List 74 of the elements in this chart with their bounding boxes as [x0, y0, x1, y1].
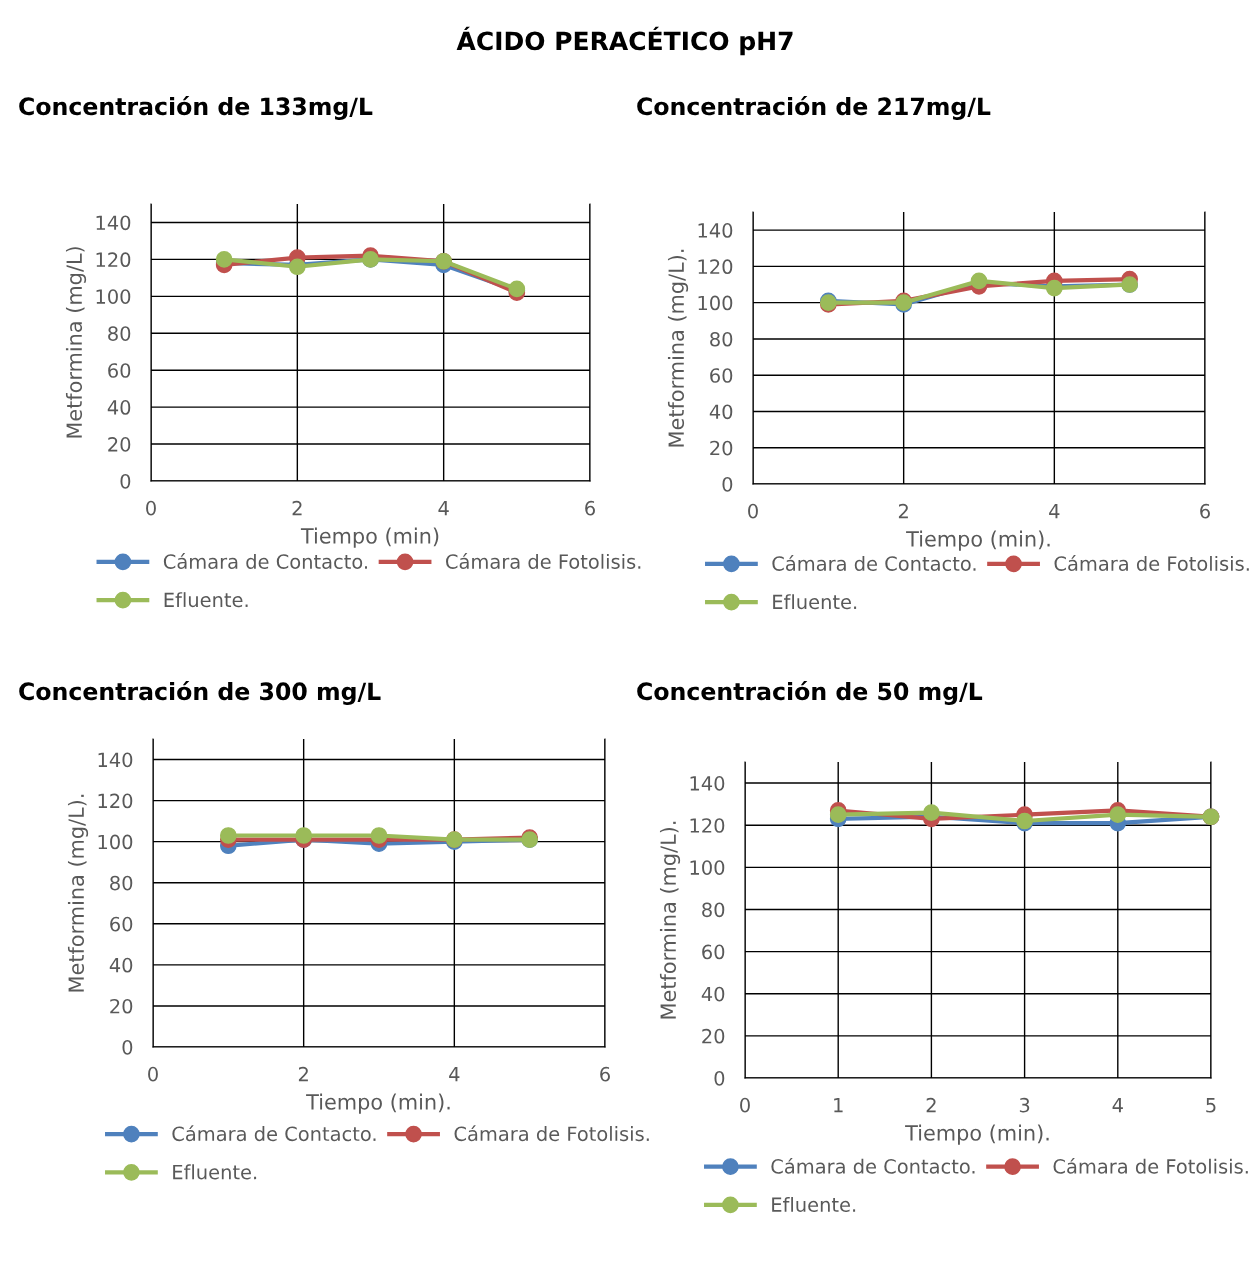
y-tick-label: 40 — [709, 404, 733, 420]
legend-label: Efluente. — [773, 594, 857, 610]
y-tick-label: 60 — [108, 363, 131, 378]
y-tick-label: 140 — [690, 776, 725, 791]
x-tick-label: 0 — [740, 1097, 750, 1113]
x-tick-label: 2 — [292, 500, 302, 516]
y-tick-label: 80 — [710, 331, 733, 347]
legend-label: Efluente. — [164, 592, 248, 608]
x-axis-title: Tiempo (min). — [905, 1124, 1049, 1145]
y-tick-label: 100 — [96, 289, 131, 304]
legend-label: Cámara de Contacto. — [772, 555, 976, 571]
chart-title: Concentración de 217mg/L — [637, 96, 991, 120]
y-tick-label: 20 — [110, 998, 133, 1014]
y-tick-label: 0 — [122, 1039, 133, 1055]
y-tick-label: 120 — [96, 252, 131, 268]
x-tick-label: 2 — [926, 1097, 936, 1113]
legend-label: Cámara de Fotolisis. — [446, 553, 641, 569]
x-tick-label: 1 — [834, 1098, 843, 1113]
y-tick-label: 80 — [110, 875, 133, 891]
chart-title: Concentración de 50 mg/L — [637, 681, 983, 705]
x-tick-label: 5 — [1206, 1098, 1216, 1113]
x-tick-label: 2 — [298, 1066, 308, 1082]
x-tick-label: 6 — [585, 500, 595, 516]
y-axis-title: Metformina (mg/L) — [65, 247, 87, 438]
legend-label: Cámara de Fotolisis. — [1054, 555, 1249, 571]
y-tick-label: 40 — [109, 957, 133, 973]
y-tick-label: 20 — [108, 437, 131, 452]
x-axis-title: Tiempo (min) — [300, 527, 439, 548]
x-axis-title: Tiempo (min). — [906, 530, 1050, 551]
x-tick-label: 3 — [1019, 1097, 1030, 1113]
legend-label: Cámara de Contacto. — [163, 553, 367, 569]
legend-label: Cámara de Fotolisis. — [454, 1125, 649, 1142]
x-tick-label: 6 — [600, 1066, 610, 1082]
x-tick-label: 4 — [449, 1067, 460, 1082]
y-tick-label: 80 — [108, 326, 131, 341]
y-tick-label: 0 — [120, 473, 131, 489]
y-tick-label: 120 — [98, 793, 133, 809]
y-tick-label: 0 — [722, 476, 733, 492]
y-tick-label: 60 — [710, 368, 733, 383]
x-tick-label: 6 — [1200, 503, 1210, 519]
x-tick-label: 4 — [438, 501, 449, 516]
legend-label: Efluente. — [772, 1196, 856, 1213]
x-tick-label: 4 — [1049, 504, 1060, 519]
y-tick-label: 20 — [702, 1028, 725, 1044]
y-tick-label: 100 — [98, 834, 133, 850]
x-axis-title: Tiempo (min). — [306, 1093, 450, 1114]
y-tick-label: 120 — [690, 818, 725, 833]
y-tick-label: 80 — [702, 902, 725, 918]
chart-title: Concentración de 300 mg/L — [19, 681, 381, 705]
x-tick-label: 0 — [748, 503, 758, 519]
y-axis-title: Metformina (mg/L). — [659, 821, 681, 1019]
legend-label: Cámara de Fotolisis. — [1053, 1157, 1248, 1174]
y-axis-title: Metformina (mg/L). — [667, 249, 689, 447]
y-tick-label: 140 — [98, 752, 133, 768]
legend-label: Cámara de Contacto. — [771, 1157, 975, 1174]
x-tick-label: 4 — [1112, 1098, 1123, 1113]
y-tick-label: 20 — [710, 440, 733, 456]
y-tick-label: 60 — [110, 916, 133, 932]
y-tick-label: 100 — [698, 295, 733, 311]
chart-title: Concentración de 133mg/L — [19, 96, 373, 120]
y-tick-label: 60 — [702, 944, 725, 960]
y-tick-label: 40 — [107, 400, 131, 415]
x-tick-label: 0 — [146, 500, 156, 516]
y-tick-label: 140 — [698, 223, 733, 238]
x-tick-label: 2 — [898, 503, 908, 519]
legend-label: Cámara de Contacto. — [172, 1125, 376, 1142]
y-tick-label: 40 — [701, 986, 725, 1002]
y-axis-title: Metformina (mg/L). — [67, 794, 89, 992]
y-tick-label: 120 — [698, 259, 733, 275]
y-tick-label: 100 — [690, 860, 725, 875]
legend-label: Efluente. — [173, 1164, 257, 1180]
x-tick-label: 0 — [148, 1066, 158, 1082]
text: ÁCIDO PERACÉTICO pH7 — [456, 26, 793, 56]
y-tick-label: 140 — [96, 215, 131, 231]
